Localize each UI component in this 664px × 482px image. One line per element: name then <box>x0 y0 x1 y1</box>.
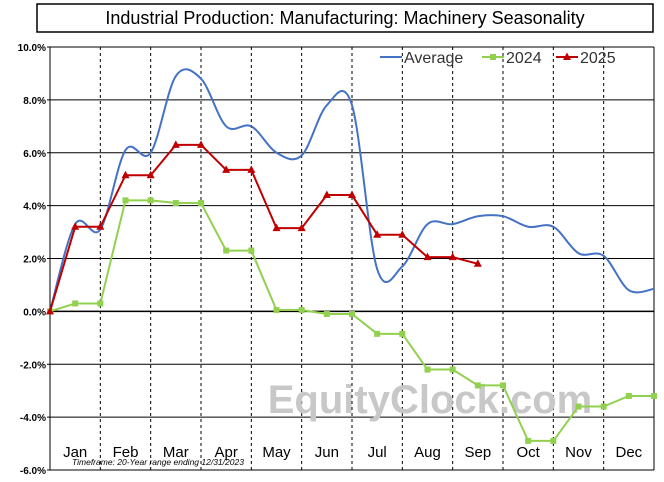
data-point-2024 <box>399 330 406 337</box>
data-point-2025 <box>348 190 356 199</box>
x-tick-label: Dec <box>615 444 642 461</box>
x-tick-label: Sep <box>464 444 491 461</box>
data-point-2025 <box>222 165 231 173</box>
data-point-2024 <box>374 330 381 337</box>
data-point-2025 <box>171 140 180 148</box>
data-point-2025 <box>448 252 457 261</box>
data-point-2024 <box>172 199 179 206</box>
y-tick-label: 10.0% <box>18 43 46 54</box>
y-tick-label: -6.0% <box>20 466 46 477</box>
y-axis: 10.0% 8.0% 6.0% 4.0% 2.0% 0.0% -2.0% -4.0% -6.0% <box>18 43 51 477</box>
data-point-2024 <box>500 382 506 389</box>
y-tick-label: -4.0% <box>20 413 46 424</box>
legend-entry-2024: 2024 <box>482 50 542 67</box>
data-point-2025 <box>322 190 331 199</box>
data-point-2024 <box>625 392 632 399</box>
data-point-2024 <box>349 311 355 318</box>
data-point-2024 <box>223 247 230 254</box>
x-axis: Jan Feb Mar Apr May Jun Jul Aug Sep Oct Nov Dec <box>50 310 654 461</box>
data-point-2024 <box>97 300 104 307</box>
x-tick-label: Aug <box>414 444 441 461</box>
data-point-2024 <box>273 307 280 314</box>
data-point-2025 <box>297 223 306 232</box>
plot-area: 10.0% 8.0% 6.0% 4.0% 2.0% 0.0% -2.0% -4.0% -6.0%… <box>18 43 657 477</box>
x-tick-label: Oct <box>516 444 540 461</box>
y-tick-label: 2.0% <box>23 255 46 266</box>
data-point-2025 <box>473 259 482 267</box>
data-point-2025 <box>96 222 105 230</box>
series-line-2025 <box>49 143 479 312</box>
legend-label-2024: 2024 <box>506 50 542 67</box>
series-2025 <box>46 140 482 315</box>
chart-title-box <box>36 3 654 33</box>
data-point-2024 <box>323 311 330 318</box>
data-point-2024 <box>198 199 204 206</box>
data-point-2024 <box>248 247 255 254</box>
series-average <box>49 68 655 312</box>
data-point-2024 <box>424 366 431 373</box>
legend-label-2025: 2025 <box>580 50 616 67</box>
data-point-2025 <box>46 306 54 315</box>
legend-entry-average: Average <box>380 50 463 67</box>
chart-title: Industrial Production: Manufacturing: Ma… <box>105 8 584 28</box>
data-point-2024 <box>474 382 481 389</box>
data-point-2024 <box>550 437 557 444</box>
x-tick-label: Mar <box>163 444 189 461</box>
x-tick-label: Feb <box>113 444 139 461</box>
data-point-2025 <box>146 170 155 179</box>
x-tick-label: Nov <box>565 444 592 461</box>
legend-marker-2024 <box>490 54 496 60</box>
series-layer <box>46 68 657 444</box>
series-line-average <box>49 68 655 312</box>
data-point-2024 <box>651 392 657 399</box>
data-point-2025 <box>121 170 130 179</box>
y-tick-label: 4.0% <box>23 202 46 213</box>
data-point-2025 <box>398 230 407 238</box>
x-tick-label: May <box>262 444 291 461</box>
data-point-2025 <box>373 230 382 238</box>
data-point-2024 <box>72 300 79 307</box>
data-point-2024 <box>298 307 305 314</box>
legend-marker-2025 <box>563 52 571 60</box>
data-point-2024 <box>575 403 582 410</box>
data-point-2025 <box>272 223 281 232</box>
data-point-2024 <box>600 403 607 410</box>
data-point-2024 <box>525 437 532 444</box>
data-point-2025 <box>423 252 432 261</box>
data-point-2024 <box>147 197 154 204</box>
data-point-2025 <box>197 140 205 148</box>
y-tick-label: 8.0% <box>23 96 46 107</box>
y-tick-label: -2.0% <box>20 360 46 371</box>
watermark-text: EquityClock.com <box>268 378 593 422</box>
data-point-2024 <box>449 366 456 373</box>
legend: Average 2024 2025 <box>380 50 616 67</box>
x-tick-label: Jan <box>63 444 87 461</box>
data-point-2025 <box>247 165 256 173</box>
data-point-2025 <box>71 222 80 230</box>
legend-label-average: Average <box>404 50 463 67</box>
x-tick-label: Jul <box>368 444 387 461</box>
data-point-2024 <box>122 197 129 204</box>
y-tick-label: 0.0% <box>23 307 46 318</box>
x-tick-label: Jun <box>315 444 339 461</box>
timeframe-footnote: Timeframe: 20-Year range ending 12/31/20… <box>72 457 244 467</box>
x-tick-label: Apr <box>214 444 237 461</box>
legend-entry-2025: 2025 <box>556 50 616 67</box>
y-tick-label: 6.0% <box>23 149 46 160</box>
